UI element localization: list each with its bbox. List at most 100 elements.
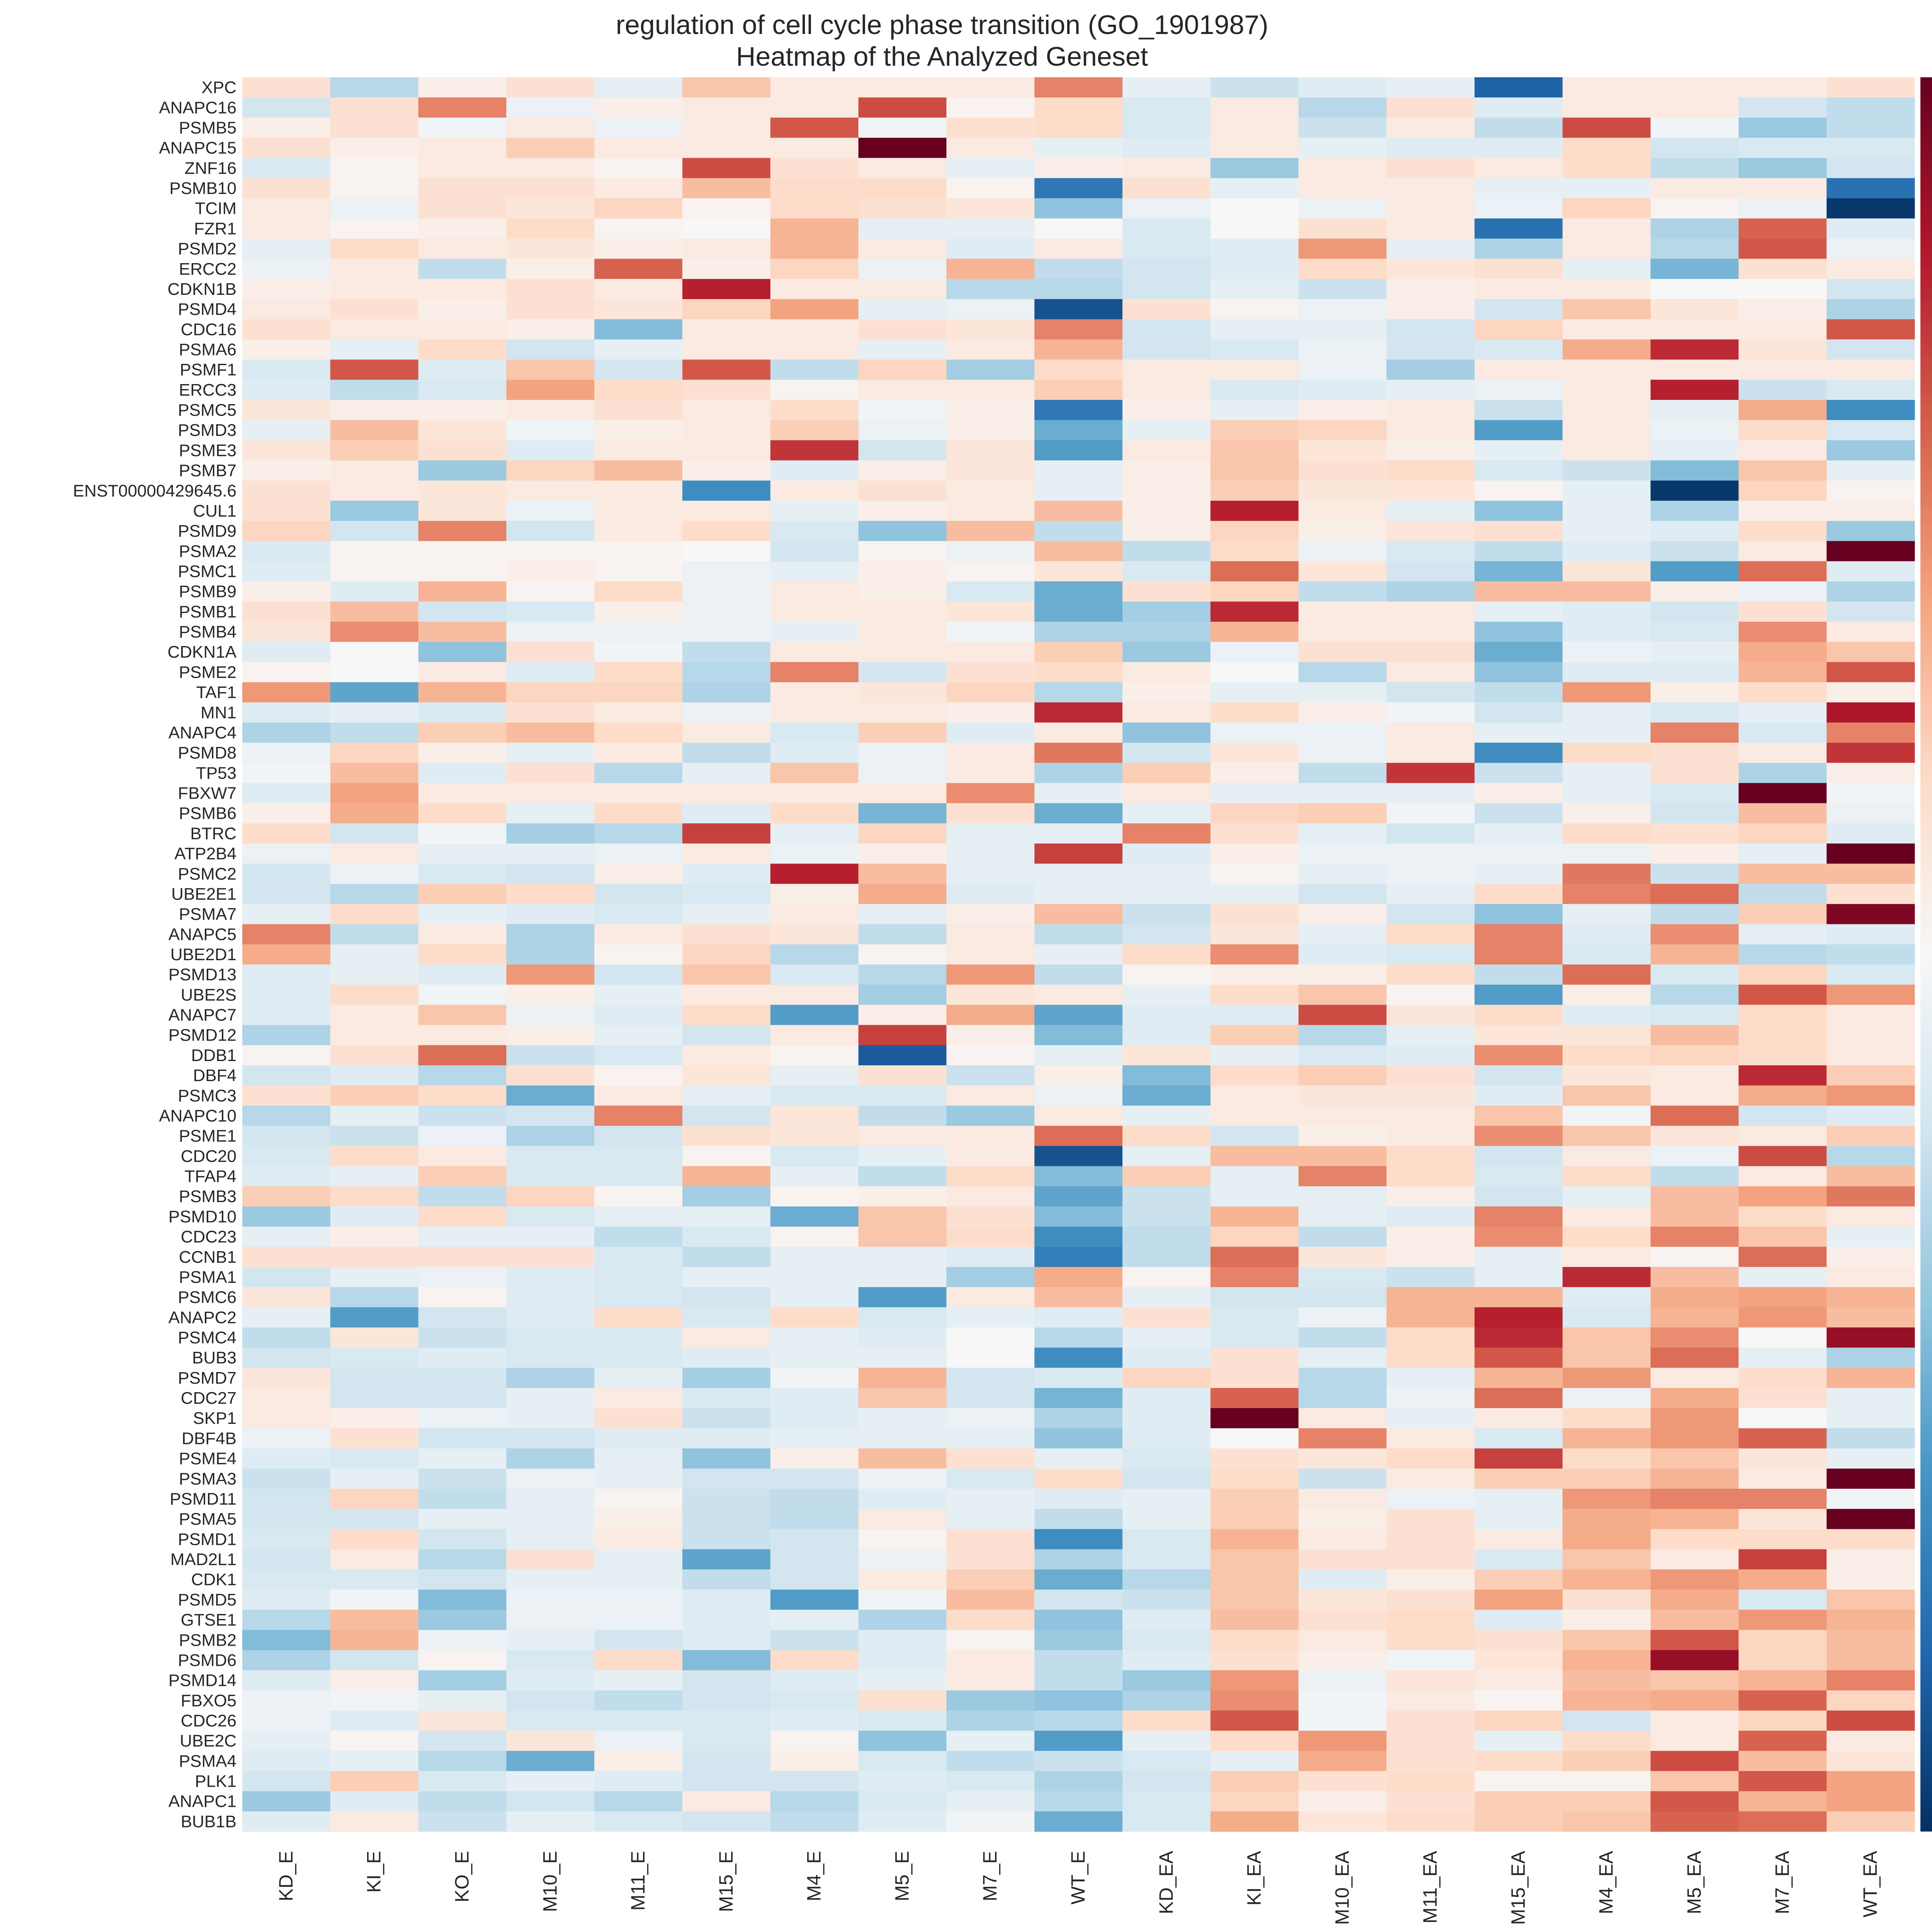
heatmap-cell — [770, 117, 859, 138]
heatmap-cell — [418, 662, 507, 683]
heatmap-cell — [1475, 1105, 1563, 1126]
heatmap-cell — [1386, 238, 1475, 259]
heatmap-cell — [506, 944, 595, 965]
heatmap-cell — [1475, 601, 1563, 622]
heatmap-cell — [1650, 581, 1739, 602]
heatmap-cell — [1210, 460, 1299, 481]
heatmap-cell — [1562, 1388, 1651, 1408]
heatmap-cell — [1210, 601, 1299, 622]
heatmap-cell — [506, 1731, 595, 1751]
heatmap-cell — [1298, 1065, 1387, 1086]
heatmap-cell — [770, 379, 859, 400]
heatmap-cell — [1122, 904, 1211, 925]
column-label: M4_EA — [1595, 1850, 1617, 1914]
heatmap-cell — [506, 985, 595, 1005]
heatmap-cell — [858, 581, 947, 602]
heatmap-cell — [594, 581, 683, 602]
heatmap-cell — [242, 1529, 331, 1550]
heatmap-cell — [1122, 924, 1211, 945]
heatmap-cell — [1122, 662, 1211, 683]
heatmap-cell — [1122, 964, 1211, 985]
heatmap-cell — [770, 1690, 859, 1711]
heatmap-cell — [946, 1731, 1035, 1751]
heatmap-cell — [242, 218, 331, 239]
heatmap-cell — [1210, 561, 1299, 582]
heatmap-cell — [682, 843, 771, 864]
heatmap-cell — [1210, 178, 1299, 199]
heatmap-cell — [1386, 1287, 1475, 1308]
heatmap-cell — [1386, 1589, 1475, 1610]
heatmap-cell — [682, 1690, 771, 1711]
heatmap-cell — [682, 581, 771, 602]
heatmap-cell — [858, 460, 947, 481]
row-label: DBF4 — [193, 1066, 236, 1085]
heatmap-cell — [594, 1347, 683, 1368]
heatmap-cell — [330, 259, 419, 279]
heatmap-cell — [1386, 1005, 1475, 1026]
heatmap-cell — [1562, 359, 1651, 380]
heatmap-cell — [946, 1045, 1035, 1066]
heatmap-cell — [1827, 1005, 1915, 1026]
heatmap-cell — [1650, 1650, 1739, 1671]
heatmap-cell — [1122, 1307, 1211, 1328]
heatmap-cell — [1562, 1650, 1651, 1671]
heatmap-cell — [1827, 1650, 1915, 1671]
heatmap-cell — [1034, 884, 1123, 905]
heatmap-cell — [594, 1327, 683, 1348]
heatmap-cell — [1827, 97, 1915, 118]
heatmap-cell — [1034, 339, 1123, 360]
heatmap-cell — [858, 420, 947, 440]
heatmap-cell — [1210, 1146, 1299, 1167]
heatmap-cell — [1475, 843, 1563, 864]
heatmap-cell — [1827, 500, 1915, 521]
heatmap-cell — [594, 1186, 683, 1207]
heatmap-cell — [242, 1428, 331, 1449]
row-label: CCNB1 — [179, 1248, 236, 1267]
heatmap-cell — [1650, 803, 1739, 824]
heatmap-cell — [1650, 1791, 1739, 1812]
heatmap-cell — [1827, 279, 1915, 299]
heatmap-cell — [1210, 1549, 1299, 1570]
heatmap-cell — [1738, 1630, 1827, 1650]
heatmap-cell — [1475, 1448, 1563, 1469]
row-label: CUL1 — [193, 502, 237, 520]
heatmap-cell — [682, 218, 771, 239]
heatmap-cell — [1475, 198, 1563, 219]
heatmap-cell — [1034, 1347, 1123, 1368]
heatmap-cell — [1034, 621, 1123, 642]
heatmap-cell — [1034, 944, 1123, 965]
heatmap-cell — [1034, 1650, 1123, 1671]
heatmap-cell — [770, 1549, 859, 1570]
heatmap-cell — [1034, 379, 1123, 400]
heatmap-cell — [1122, 1609, 1211, 1630]
heatmap-cell — [330, 843, 419, 864]
row-label: PSMD8 — [178, 743, 236, 762]
heatmap-cell — [682, 884, 771, 905]
heatmap-cell — [1650, 1226, 1739, 1247]
heatmap-cell — [1122, 864, 1211, 884]
heatmap-cell — [1475, 440, 1563, 461]
heatmap-cell — [1122, 1549, 1211, 1570]
heatmap-cell — [1562, 117, 1651, 138]
heatmap-cell — [770, 400, 859, 420]
heatmap-cell — [242, 642, 331, 662]
heatmap-cell — [1210, 420, 1299, 440]
heatmap-cell — [1298, 763, 1387, 784]
heatmap-cell — [1034, 1509, 1123, 1529]
heatmap-cell — [1827, 763, 1915, 784]
heatmap-cell — [682, 97, 771, 118]
column-label: M15_E — [715, 1851, 737, 1912]
heatmap-cell — [1827, 621, 1915, 642]
heatmap-cell — [1386, 198, 1475, 219]
heatmap-cell — [1034, 1206, 1123, 1227]
row-label: ERCC2 — [179, 260, 236, 279]
heatmap-cell — [242, 158, 331, 179]
heatmap-cell — [682, 1065, 771, 1086]
heatmap-cell — [594, 621, 683, 642]
heatmap-cell — [1738, 1670, 1827, 1691]
heatmap-cell — [594, 460, 683, 481]
heatmap-cell — [1475, 944, 1563, 965]
heatmap-cell — [1122, 1327, 1211, 1348]
heatmap-cell — [594, 1811, 683, 1832]
column-label: M5_EA — [1684, 1850, 1705, 1914]
